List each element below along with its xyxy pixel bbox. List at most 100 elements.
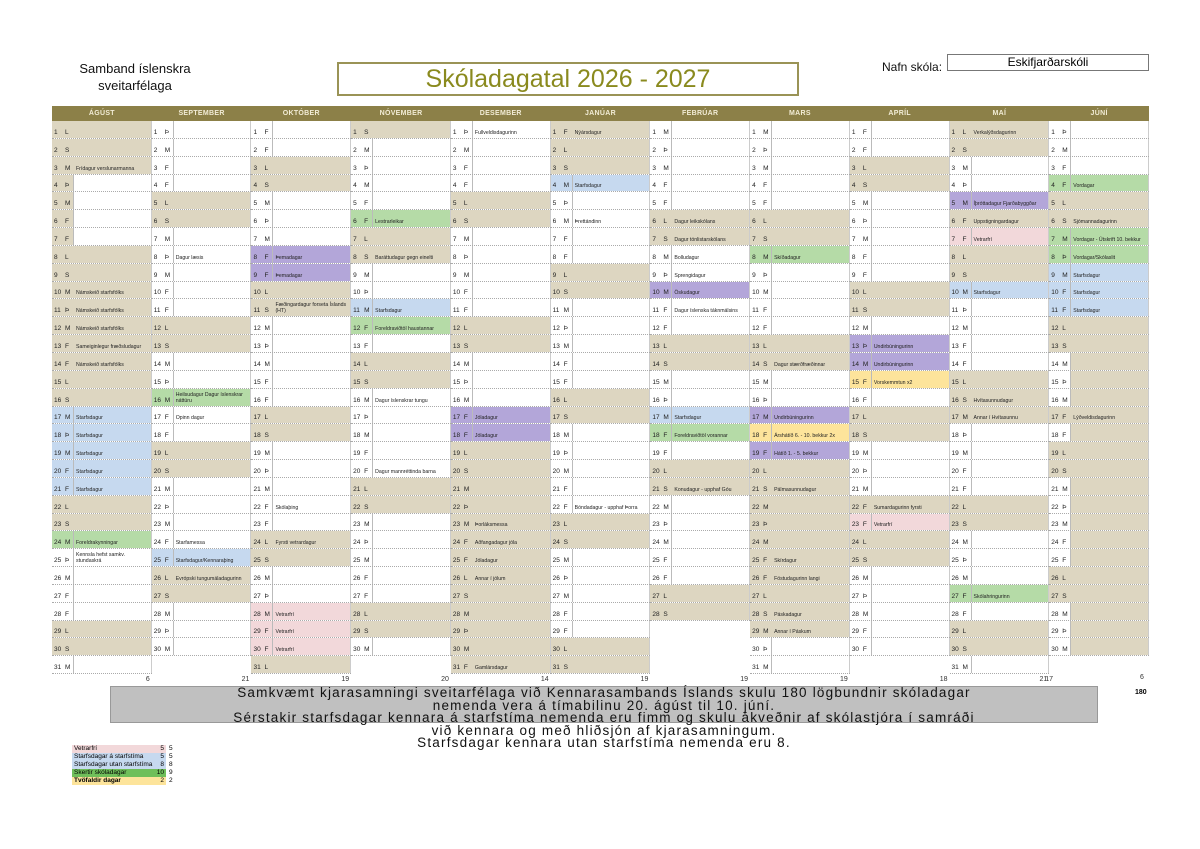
event-cell[interactable] (373, 549, 451, 567)
event-cell[interactable] (1071, 138, 1149, 156)
event-cell[interactable]: Undirbúningurinn (772, 406, 850, 424)
event-cell[interactable] (872, 460, 950, 477)
event-cell[interactable] (473, 138, 551, 156)
event-cell[interactable] (273, 192, 352, 210)
event-cell[interactable]: Frídagur verslunarmanna (74, 156, 152, 174)
event-cell[interactable]: Dagur tónlistarskólans (672, 228, 751, 245)
event-cell[interactable]: Baráttudagur gegn einelti (373, 245, 451, 263)
event-cell[interactable] (373, 281, 451, 299)
event-cell[interactable]: Öskudagur (672, 281, 751, 299)
event-cell[interactable] (872, 121, 950, 138)
event-cell[interactable] (772, 210, 850, 228)
event-cell[interactable] (1071, 477, 1149, 495)
event-cell[interactable] (273, 228, 352, 245)
event-cell[interactable] (871, 549, 950, 567)
event-cell[interactable] (872, 192, 950, 210)
event-cell[interactable] (74, 245, 152, 263)
event-cell[interactable] (273, 352, 352, 370)
event-cell[interactable] (472, 210, 551, 228)
event-cell[interactable] (473, 156, 551, 174)
event-cell[interactable]: Undirbúningurinn (871, 335, 950, 352)
event-cell[interactable]: Fyrsti vetrardagur (273, 531, 352, 549)
event-cell[interactable] (971, 513, 1050, 531)
event-cell[interactable] (74, 495, 152, 513)
event-cell[interactable] (472, 477, 551, 495)
event-cell[interactable] (1071, 460, 1149, 477)
event-cell[interactable]: Annar í Hvítasunnu (971, 406, 1050, 424)
event-cell[interactable] (273, 567, 352, 584)
event-cell[interactable] (672, 513, 751, 531)
event-cell[interactable] (1071, 531, 1149, 549)
event-cell[interactable] (472, 495, 551, 513)
event-cell[interactable] (373, 138, 451, 156)
event-cell[interactable] (972, 460, 1050, 477)
event-cell[interactable]: Kennsla hefst samkv. stundaskrá (74, 549, 152, 567)
event-cell[interactable] (872, 228, 950, 245)
event-cell[interactable] (473, 281, 551, 299)
event-cell[interactable] (672, 156, 751, 174)
event-cell[interactable] (972, 335, 1050, 352)
event-cell[interactable] (972, 352, 1050, 370)
event-cell[interactable] (174, 370, 252, 388)
event-cell[interactable] (971, 370, 1050, 388)
event-cell[interactable] (472, 620, 551, 638)
event-cell[interactable] (972, 174, 1050, 192)
event-cell[interactable] (573, 352, 651, 370)
event-cell[interactable] (573, 477, 651, 495)
event-cell[interactable] (174, 424, 252, 442)
event-cell[interactable]: Vetrarfrí (871, 513, 950, 531)
event-cell[interactable] (972, 442, 1050, 460)
event-cell[interactable] (273, 513, 352, 531)
event-cell[interactable] (972, 567, 1050, 584)
event-cell[interactable] (573, 424, 651, 442)
event-cell[interactable] (572, 388, 651, 406)
event-cell[interactable] (772, 281, 850, 299)
event-cell[interactable] (872, 567, 950, 584)
event-cell[interactable] (74, 210, 152, 228)
event-cell[interactable] (273, 549, 352, 567)
event-cell[interactable] (1071, 335, 1149, 352)
event-cell[interactable]: Aðfangadagur jóla (472, 531, 551, 549)
event-cell[interactable] (972, 299, 1050, 317)
event-cell[interactable]: Þorláksmessa (472, 513, 551, 531)
event-cell[interactable] (174, 602, 252, 620)
event-cell[interactable] (472, 602, 551, 620)
event-cell[interactable] (373, 406, 451, 424)
event-cell[interactable]: Starfsdagur (971, 281, 1050, 299)
event-cell[interactable] (472, 638, 551, 656)
event-cell[interactable]: Vetrarfrí (273, 602, 352, 620)
event-cell[interactable]: Námskeið starfsfólks (74, 352, 152, 370)
event-cell[interactable]: Lýðveldisdagurinn (1071, 406, 1149, 424)
event-cell[interactable] (174, 620, 252, 638)
event-cell[interactable] (273, 156, 352, 174)
event-cell[interactable] (573, 317, 651, 335)
event-cell[interactable]: Starfsdagur/Kennaraþing (173, 549, 252, 567)
event-cell[interactable]: Vordagar (1071, 174, 1149, 192)
event-cell[interactable]: Íþróttadagur Fjarðabyggðar (971, 192, 1050, 210)
event-cell[interactable] (872, 245, 950, 263)
event-cell[interactable] (972, 602, 1050, 620)
event-cell[interactable] (273, 335, 352, 352)
event-cell[interactable]: Nýársdagur (572, 121, 651, 138)
event-cell[interactable] (772, 531, 850, 549)
event-cell[interactable] (971, 138, 1050, 156)
event-cell[interactable] (472, 317, 551, 335)
event-cell[interactable]: Skíðadagur (772, 245, 850, 263)
event-cell[interactable]: Konudagur - upphaf Góu (672, 477, 751, 495)
event-cell[interactable] (672, 602, 751, 620)
event-cell[interactable] (672, 335, 751, 352)
event-cell[interactable] (273, 406, 352, 424)
event-cell[interactable] (273, 281, 352, 299)
event-cell[interactable]: Vordagar/Skólaslit (1071, 245, 1149, 263)
event-cell[interactable]: Dagur íslenskrar tungu (373, 388, 451, 406)
event-cell[interactable] (772, 460, 850, 477)
event-cell[interactable] (672, 174, 751, 192)
event-cell[interactable]: Sjómannadagurinn (1071, 210, 1149, 228)
event-cell[interactable] (1071, 424, 1149, 442)
event-cell[interactable] (273, 210, 352, 228)
event-cell[interactable] (672, 531, 751, 549)
event-cell[interactable] (772, 584, 850, 602)
event-cell[interactable] (373, 638, 451, 656)
event-cell[interactable] (74, 602, 152, 620)
event-cell[interactable] (872, 388, 950, 406)
